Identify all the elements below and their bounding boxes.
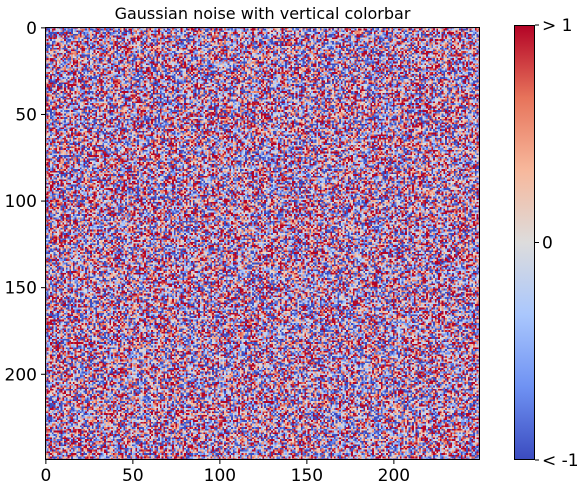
x-axis-ticks: 0 50 100 150 200 — [40, 460, 410, 486]
y-axis-ticks: 0 50 100 150 200 — [5, 19, 45, 385]
y-tick-label: 200 — [5, 365, 37, 385]
heatmap-image — [45, 27, 480, 460]
colorbar-tick-label: > 1 — [542, 16, 572, 36]
x-tick-label: 50 — [122, 466, 144, 486]
y-tick-label: 0 — [26, 19, 37, 39]
x-tick-label: 200 — [378, 466, 410, 486]
y-tick-label: 100 — [5, 192, 37, 212]
x-tick-label: 0 — [40, 466, 51, 486]
chart-title: Gaussian noise with vertical colorbar — [114, 4, 411, 23]
x-tick-label: 100 — [204, 466, 236, 486]
colorbar-ticks: > 1 0 < -1 — [535, 16, 579, 471]
colorbar-tick-label: 0 — [542, 234, 553, 254]
colorbar-tick-label: < -1 — [542, 451, 579, 471]
x-tick-label: 150 — [291, 466, 323, 486]
y-tick-label: 50 — [15, 105, 37, 125]
y-tick-label: 150 — [5, 279, 37, 299]
colorbar-gradient — [514, 25, 535, 460]
